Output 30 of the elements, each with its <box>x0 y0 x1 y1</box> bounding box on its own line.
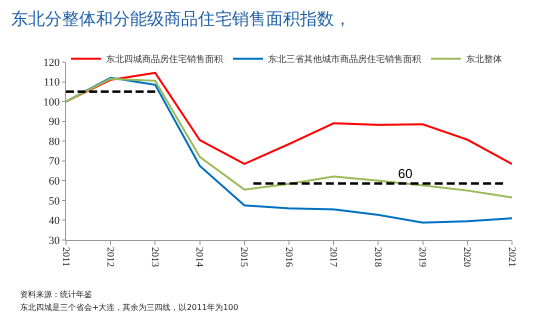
x-tick-label: 2019 <box>416 247 428 267</box>
y-tick-label: 40 <box>48 215 60 228</box>
y-tick-label: 70 <box>48 156 60 168</box>
y-tick-label: 30 <box>48 234 60 247</box>
x-tick-label: 2017 <box>327 247 338 267</box>
x-tick-label: 2013 <box>148 247 160 267</box>
x-tick-label: 2011 <box>60 247 71 267</box>
legend-label: 东北四城商品房住宅销售面积 <box>106 54 223 66</box>
x-tick-label: 2015 <box>238 247 250 267</box>
y-tick-label: 80 <box>48 136 60 148</box>
y-tick-label: 90 <box>48 116 60 128</box>
legend-label: 东北整体 <box>466 54 502 66</box>
x-tick-label: 2018 <box>372 247 383 267</box>
x-tick-label: 2014 <box>194 247 205 267</box>
chart-title: 东北分整体和分能级商品住宅销售面积指数， <box>11 10 351 30</box>
y-tick-label: 120 <box>43 56 60 69</box>
text: 资料来源：统计年鉴 <box>20 290 92 299</box>
text: 东北四城是三个省会+大连，其余为三四线，以2011年为100 <box>20 303 238 312</box>
legend-label: 东北三省其他城市商品房住宅销售面积 <box>268 54 421 66</box>
y-tick-label: 50 <box>48 195 60 208</box>
annotation: 60 <box>398 166 412 181</box>
x-tick-label: 2016 <box>282 247 294 267</box>
x-tick-label: 2020 <box>461 247 472 267</box>
line-series <box>66 76 512 224</box>
y-tick-label: 100 <box>43 96 60 108</box>
line-series <box>66 78 512 198</box>
x-tick-label: 2021 <box>506 247 517 267</box>
y-tick-label: 110 <box>44 76 60 89</box>
y-tick-label: 60 <box>48 176 60 188</box>
x-tick-label: 2012 <box>104 247 116 267</box>
